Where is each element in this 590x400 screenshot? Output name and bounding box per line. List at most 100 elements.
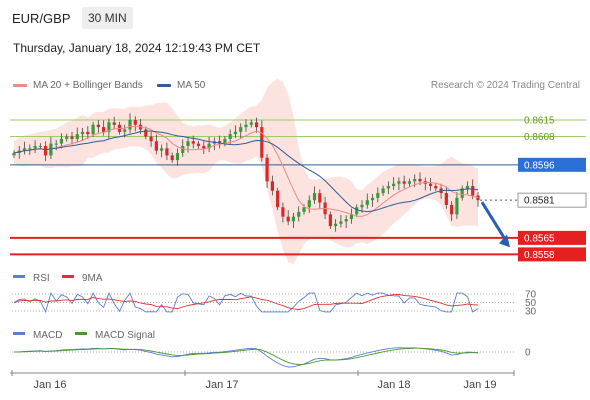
candle-body-65 (355, 207, 359, 215)
candle-body-56 (307, 200, 311, 208)
candle-body-87 (471, 186, 475, 196)
candle-body-53 (291, 216, 296, 222)
candle-body-60 (328, 214, 332, 227)
candle-body-63 (344, 219, 348, 222)
candle-body-55 (302, 207, 306, 212)
candle-body-42 (233, 131, 238, 135)
level-badge-4 (518, 230, 586, 245)
candle-body-79 (428, 183, 433, 187)
timestamp: Thursday, January 18, 2024 12:19:43 PM C… (13, 41, 261, 55)
candle-body-0 (12, 153, 16, 156)
candle-body-80 (434, 186, 438, 189)
level-label-3: 0.8581 (524, 196, 555, 207)
candle-body-13 (80, 131, 85, 135)
forecast-arrow (480, 201, 510, 248)
candle-body-19 (112, 122, 116, 125)
macd-line (13, 347, 479, 368)
timeframe-button[interactable]: 30 MIN (82, 7, 133, 29)
candle-body-47 (260, 127, 264, 158)
candle-body-48 (265, 157, 269, 182)
time-axis: Jan 16 Jan 17 Jan 18 Jan 19 (10, 370, 515, 391)
candle-body-67 (365, 200, 369, 205)
candle-body-6 (44, 145, 48, 156)
macd-signal-label: MACD Signal (95, 330, 155, 341)
candle-body-9 (59, 138, 64, 144)
candle-body-28 (160, 148, 164, 151)
candle-body-27 (154, 141, 158, 151)
candle-body-32 (181, 145, 185, 154)
candle-body-64 (349, 214, 354, 220)
ma50-line (13, 130, 479, 213)
candle-body-43 (239, 127, 243, 132)
candle-body-82 (444, 193, 448, 205)
candle-body-40 (223, 138, 227, 144)
macd-swatch (13, 332, 25, 335)
forecast-arrow-shaft (480, 201, 509, 244)
level-label-0: 0.8615 (524, 116, 555, 127)
candle-body-2 (22, 148, 27, 151)
candle-body-15 (91, 124, 95, 135)
rsi-ma-label: 9MA (82, 273, 103, 284)
candle-body-75 (407, 181, 412, 184)
rsi-swatch (13, 275, 25, 278)
candle-body-71 (386, 186, 390, 189)
macd-label: MACD (33, 330, 62, 341)
candle-body-49 (270, 181, 274, 191)
candle-body-51 (281, 207, 285, 217)
candle-body-39 (218, 141, 222, 144)
candle-body-25 (144, 129, 148, 137)
macd-zero-label: 0 (525, 348, 531, 359)
candle-body-73 (397, 181, 401, 184)
candle-body-5 (38, 145, 42, 147)
rsi-level-label-2: 30 (525, 307, 537, 318)
macd-signal-swatch (75, 332, 87, 335)
candle-body-10 (65, 136, 69, 139)
candle-body-35 (196, 143, 201, 146)
level-label-5: 0.8558 (524, 250, 555, 261)
level-label-2: 0.8596 (524, 160, 555, 171)
ma20-line (13, 126, 479, 217)
candle-body-41 (228, 134, 232, 139)
price-levels: 0.8615 0.8608 0.8596 0.8581 0.8565 0.8558 (10, 116, 587, 262)
candle-body-4 (33, 145, 37, 149)
time-label-1: Jan 17 (205, 379, 238, 391)
candle-body-68 (370, 197, 375, 201)
candle-body-54 (297, 211, 301, 217)
candle-body-18 (107, 122, 111, 132)
candle-body-21 (123, 129, 127, 132)
candle-body-29 (165, 148, 169, 156)
candle-body-7 (49, 143, 53, 156)
rsi-level-label-0: 70 (525, 290, 537, 301)
candle-body-69 (376, 193, 380, 198)
moving-averages (13, 126, 479, 217)
macd-signal-line (13, 347, 479, 365)
research-credit: Research © 2024 Trading Central (430, 80, 580, 91)
legend-item-ma50: MA 50 (157, 80, 205, 91)
candle-body-88 (476, 195, 480, 201)
candle-body-23 (133, 120, 137, 125)
rsi-line (13, 291, 479, 314)
time-label-0: Jan 16 (33, 379, 66, 391)
candle-body-3 (28, 148, 32, 150)
candle-body-52 (286, 216, 290, 222)
candle-body-83 (450, 204, 454, 215)
candle-body-77 (418, 178, 422, 182)
macd-panel: MACD MACD Signal 0 (12, 330, 531, 368)
candle-body-58 (318, 193, 322, 203)
level-badge-2 (518, 157, 586, 172)
legend-item-bollinger: MA 20 + Bollinger Bands (13, 80, 143, 91)
time-label-3: Jan 19 (463, 379, 496, 391)
bollinger-bands (14, 78, 478, 264)
candle-body-46 (254, 122, 259, 128)
candle-body-72 (392, 183, 396, 187)
candle-body-22 (128, 120, 132, 130)
candle-body-85 (460, 188, 464, 198)
candle-body-12 (75, 134, 79, 139)
instrument-name: EUR/GBP (12, 11, 71, 26)
candle-body-61 (334, 223, 338, 227)
chart-header: EUR/GBP 30 MIN (0, 0, 590, 36)
candle-body-17 (102, 127, 106, 132)
candle-body-36 (202, 145, 206, 149)
